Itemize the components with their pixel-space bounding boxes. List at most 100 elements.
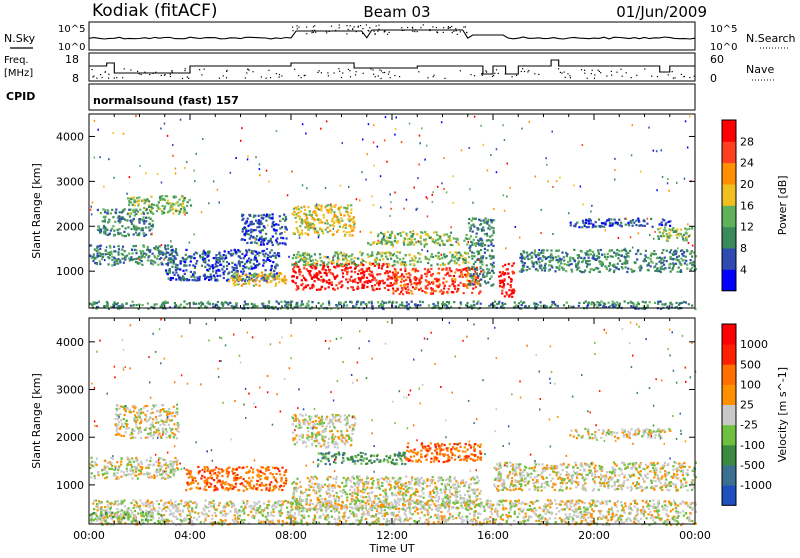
data-cell	[327, 223, 329, 225]
data-cell	[193, 233, 195, 235]
data-cell	[257, 264, 259, 266]
data-cell	[319, 253, 321, 255]
data-cell	[219, 260, 221, 262]
data-cell	[625, 505, 627, 507]
data-cell	[346, 304, 348, 306]
data-cell	[393, 273, 395, 275]
data-cell	[261, 236, 263, 238]
data-cell	[472, 288, 474, 290]
nave-dot	[598, 70, 599, 71]
data-cell	[333, 276, 335, 278]
data-cell	[387, 278, 389, 280]
data-cell	[359, 251, 361, 253]
data-cell	[271, 267, 273, 269]
data-cell	[393, 260, 395, 262]
data-cell	[179, 211, 181, 213]
data-cell	[160, 257, 162, 259]
data-cell	[578, 226, 580, 228]
data-cell	[450, 226, 452, 228]
nave-dot	[600, 72, 601, 73]
data-cell	[634, 500, 636, 502]
data-cell	[326, 500, 328, 502]
data-cell	[258, 255, 260, 257]
data-cell	[249, 251, 251, 253]
data-cell	[467, 272, 469, 274]
data-cell	[462, 283, 464, 285]
data-cell	[388, 264, 390, 266]
data-cell	[584, 270, 586, 272]
data-cell	[432, 293, 434, 295]
nsearch-tick-top: 10^5	[710, 24, 737, 35]
data-cell	[168, 269, 170, 271]
data-cell	[669, 267, 671, 269]
nsearch-dot	[456, 30, 457, 31]
nave-dot	[268, 70, 269, 71]
data-cell	[450, 275, 452, 277]
data-cell	[621, 250, 623, 252]
data-cell	[262, 305, 264, 307]
data-cell	[330, 203, 332, 205]
data-cell	[276, 241, 278, 243]
data-cell	[626, 271, 628, 273]
data-cell	[326, 209, 328, 211]
data-cell	[253, 263, 255, 265]
data-cell	[512, 271, 514, 273]
data-cell	[677, 247, 679, 249]
data-cell	[175, 202, 177, 204]
data-cell	[493, 230, 495, 232]
nave-dot	[694, 76, 695, 77]
data-cell	[404, 268, 406, 270]
nave-dot	[327, 72, 328, 73]
data-cell	[663, 268, 665, 270]
data-cell	[247, 225, 249, 227]
data-cell	[691, 250, 693, 252]
data-cell	[504, 295, 506, 297]
data-cell	[670, 510, 672, 512]
data-cell	[685, 260, 687, 262]
data-cell	[165, 253, 167, 255]
nsearch-dot	[360, 25, 361, 26]
data-cell	[181, 205, 183, 207]
nsearch-dot	[314, 30, 315, 31]
data-cell	[237, 249, 239, 251]
data-cell	[105, 234, 107, 236]
data-cell	[167, 264, 169, 266]
data-cell	[439, 244, 441, 246]
data-cell	[104, 220, 106, 222]
data-cell	[157, 173, 159, 175]
nsearch-dot	[298, 27, 299, 28]
data-cell	[310, 260, 312, 262]
data-cell	[151, 203, 153, 205]
data-cell	[350, 266, 352, 268]
data-cell	[449, 251, 451, 253]
data-cell	[370, 244, 372, 246]
data-cell	[587, 263, 589, 265]
data-cell	[400, 235, 402, 237]
data-cell	[345, 301, 347, 303]
data-cell	[535, 303, 537, 305]
data-cell	[379, 288, 381, 290]
data-cell	[417, 177, 419, 179]
data-cell	[446, 301, 448, 303]
data-cell	[167, 262, 169, 264]
data-cell	[347, 204, 349, 206]
data-cell	[471, 292, 473, 294]
data-cell	[454, 278, 456, 280]
data-cell	[405, 273, 407, 275]
nave-dot	[567, 73, 568, 74]
data-cell	[506, 196, 508, 198]
data-cell	[277, 224, 279, 226]
data-cell	[487, 281, 489, 283]
data-cell	[443, 277, 445, 279]
data-cell	[148, 200, 150, 202]
data-cell	[298, 256, 300, 258]
data-cell	[204, 266, 206, 268]
data-cell	[417, 260, 419, 262]
data-cell	[374, 277, 376, 279]
data-cell	[98, 226, 100, 228]
data-cell	[633, 270, 635, 272]
data-cell	[523, 508, 525, 510]
data-cell	[278, 255, 280, 257]
data-cell	[242, 265, 244, 267]
data-cell	[276, 300, 278, 302]
